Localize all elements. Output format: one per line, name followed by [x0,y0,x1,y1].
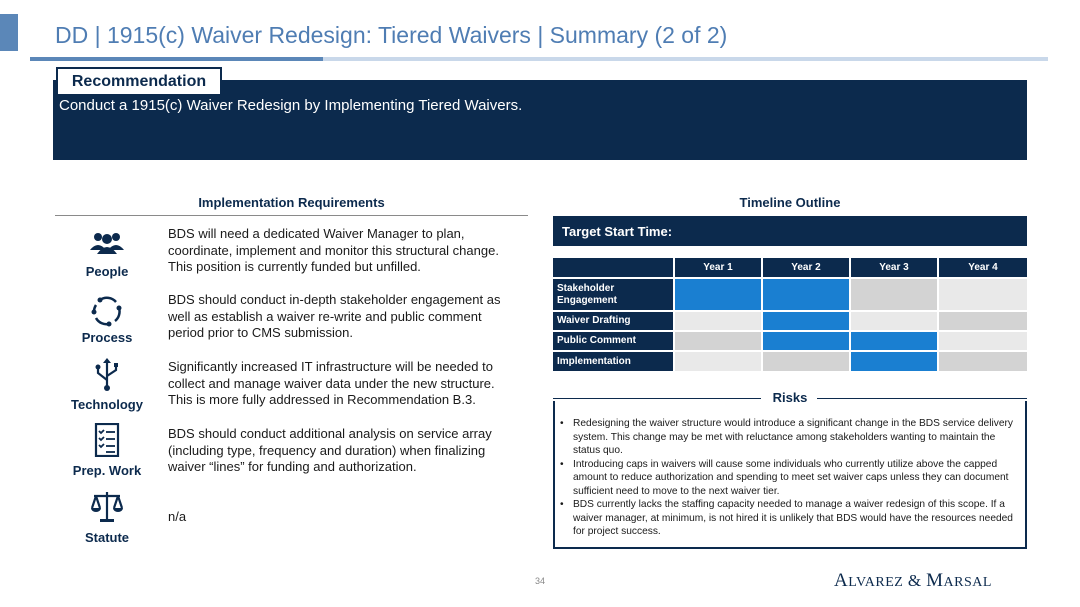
statute-label: Statute [84,530,130,545]
gantt-year-header: Year 2 [763,258,849,277]
gantt-corner [553,258,673,277]
alvarez-marsal-logo: ALVAREZ & MARSAL [834,570,992,591]
page-title: DD | 1915(c) Waiver Redesign: Tiered Wai… [55,22,728,48]
gantt-year-header: Year 4 [939,258,1027,277]
scales-icon [90,492,124,522]
gantt-cell-inactive [939,332,1027,350]
recommendation-tab: Recommendation [56,67,222,96]
gantt-cell-inactive [939,312,1027,330]
implementation-heading: Implementation Requirements [198,195,385,210]
usb-technology-icon [95,358,118,391]
risk-item: Introducing caps in waivers will cause s… [558,458,1020,499]
gantt-cell-active [763,279,849,310]
recommendation-text: Conduct a 1915(c) Waiver Redesign by Imp… [59,97,523,114]
gantt-cell-inactive [675,352,761,371]
people-label: People [85,264,129,279]
gantt-row-label: Implementation [553,352,673,371]
gantt-cell-inactive [675,312,761,330]
title-accent-bar [0,14,18,51]
gantt-year-header: Year 1 [675,258,761,277]
risks-heading: Risks [772,390,808,405]
people-icon [90,233,124,254]
risks-box [553,401,1027,549]
process-label: Process [81,330,133,345]
checklist-icon [94,423,120,457]
risks-line-right [817,398,1027,399]
statute-text: n/a [168,509,187,524]
timeline-gantt: Year 1 Year 2 Year 3 Year 4 Stakeholder … [553,258,1027,372]
gantt-cell-inactive [763,352,849,371]
gantt-row-label: Public Comment [553,332,673,350]
risks-list: Redesigning the waiver structure would i… [558,417,1020,539]
title-rule-accent [30,57,323,61]
implementation-rule [55,215,528,216]
gantt-cell-active [675,279,761,310]
gantt-cell-active [763,332,849,350]
gantt-row-label: Waiver Drafting [553,312,673,330]
gantt-row-label: Stakeholder Engagement [553,279,673,310]
title-rule [30,57,1048,61]
technology-label: Technology [71,397,143,412]
gantt-cell-active [851,332,937,350]
page-number: 34 [534,576,545,586]
risk-item: Redesigning the waiver structure would i… [558,417,1020,458]
technology-text: Significantly increased IT infrastructur… [168,359,495,407]
gantt-cell-inactive [939,352,1027,371]
gantt-cell-active [763,312,849,330]
process-text: BDS should conduct in-depth stakeholder … [168,292,501,340]
prep-work-text: BDS should conduct additional analysis o… [168,426,492,474]
gantt-cell-active [851,352,937,371]
risk-item: BDS currently lacks the staffing capacit… [558,498,1020,539]
timeline-heading: Timeline Outline [739,195,841,210]
target-start-bar: Target Start Time: [553,216,1027,246]
gantt-cell-inactive [851,279,937,310]
gantt-cell-inactive [851,312,937,330]
process-cycle-icon [91,296,122,327]
prep-work-label: Prep. Work [72,463,142,478]
risks-heading-wrap: Risks [553,389,1027,405]
gantt-year-header: Year 3 [851,258,937,277]
people-text: BDS will need a dedicated Waiver Manager… [168,226,499,274]
risks-line-left [553,398,761,399]
gantt-cell-inactive [939,279,1027,310]
gantt-cell-inactive [675,332,761,350]
